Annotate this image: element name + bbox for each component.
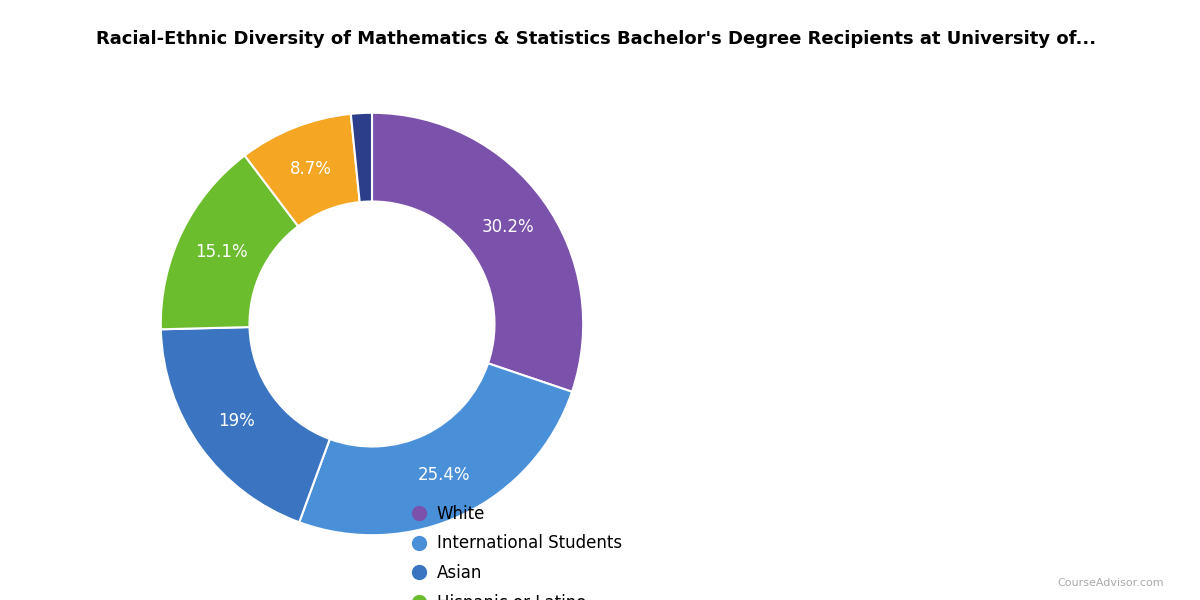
Wedge shape <box>350 113 372 202</box>
Text: 19%: 19% <box>218 412 254 430</box>
Legend: White, International Students, Asian, Hispanic or Latino, Other Races/Ethnicitie: White, International Students, Asian, Hi… <box>407 497 660 600</box>
Text: CourseAdvisor.com: CourseAdvisor.com <box>1057 578 1164 588</box>
Wedge shape <box>245 114 360 226</box>
Wedge shape <box>161 327 330 522</box>
Text: Racial-Ethnic Diversity of Mathematics & Statistics Bachelor's Degree Recipients: Racial-Ethnic Diversity of Mathematics &… <box>96 30 1096 48</box>
Text: 8.7%: 8.7% <box>290 160 332 178</box>
Text: 15.1%: 15.1% <box>196 242 248 260</box>
Wedge shape <box>161 155 298 329</box>
Wedge shape <box>299 364 572 535</box>
Text: 25.4%: 25.4% <box>418 466 470 484</box>
Wedge shape <box>372 113 583 392</box>
Text: 30.2%: 30.2% <box>481 218 534 236</box>
